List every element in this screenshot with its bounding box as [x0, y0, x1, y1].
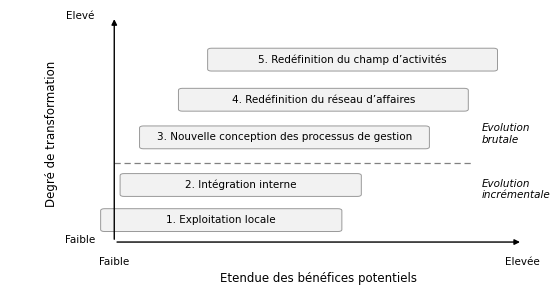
- Text: 3. Nouvelle conception des processus de gestion: 3. Nouvelle conception des processus de …: [157, 132, 412, 142]
- Text: Faible: Faible: [64, 235, 95, 245]
- FancyBboxPatch shape: [178, 88, 468, 111]
- Text: Elevée: Elevée: [505, 257, 540, 267]
- Text: 5. Redéfinition du champ d’activités: 5. Redéfinition du champ d’activités: [258, 54, 447, 65]
- FancyBboxPatch shape: [120, 173, 361, 196]
- Text: Elevé: Elevé: [67, 12, 95, 21]
- Text: Faible: Faible: [99, 257, 129, 267]
- Text: 1. Exploitation locale: 1. Exploitation locale: [167, 215, 276, 225]
- FancyBboxPatch shape: [140, 126, 429, 149]
- Text: Evolution
incrémentale: Evolution incrémentale: [481, 178, 550, 200]
- Text: 2. Intégration interne: 2. Intégration interne: [185, 180, 296, 190]
- Text: Degré de transformation: Degré de transformation: [45, 61, 58, 207]
- FancyBboxPatch shape: [101, 209, 342, 232]
- Text: Etendue des bénéfices potentiels: Etendue des bénéfices potentiels: [220, 272, 417, 285]
- FancyBboxPatch shape: [207, 48, 498, 71]
- Text: Evolution
brutale: Evolution brutale: [481, 123, 530, 145]
- Text: 4. Redéfinition du réseau d’affaires: 4. Redéfinition du réseau d’affaires: [231, 95, 415, 105]
